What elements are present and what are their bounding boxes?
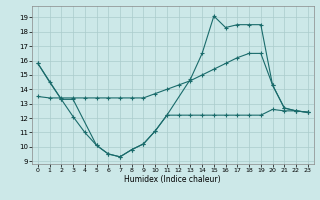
X-axis label: Humidex (Indice chaleur): Humidex (Indice chaleur)	[124, 175, 221, 184]
